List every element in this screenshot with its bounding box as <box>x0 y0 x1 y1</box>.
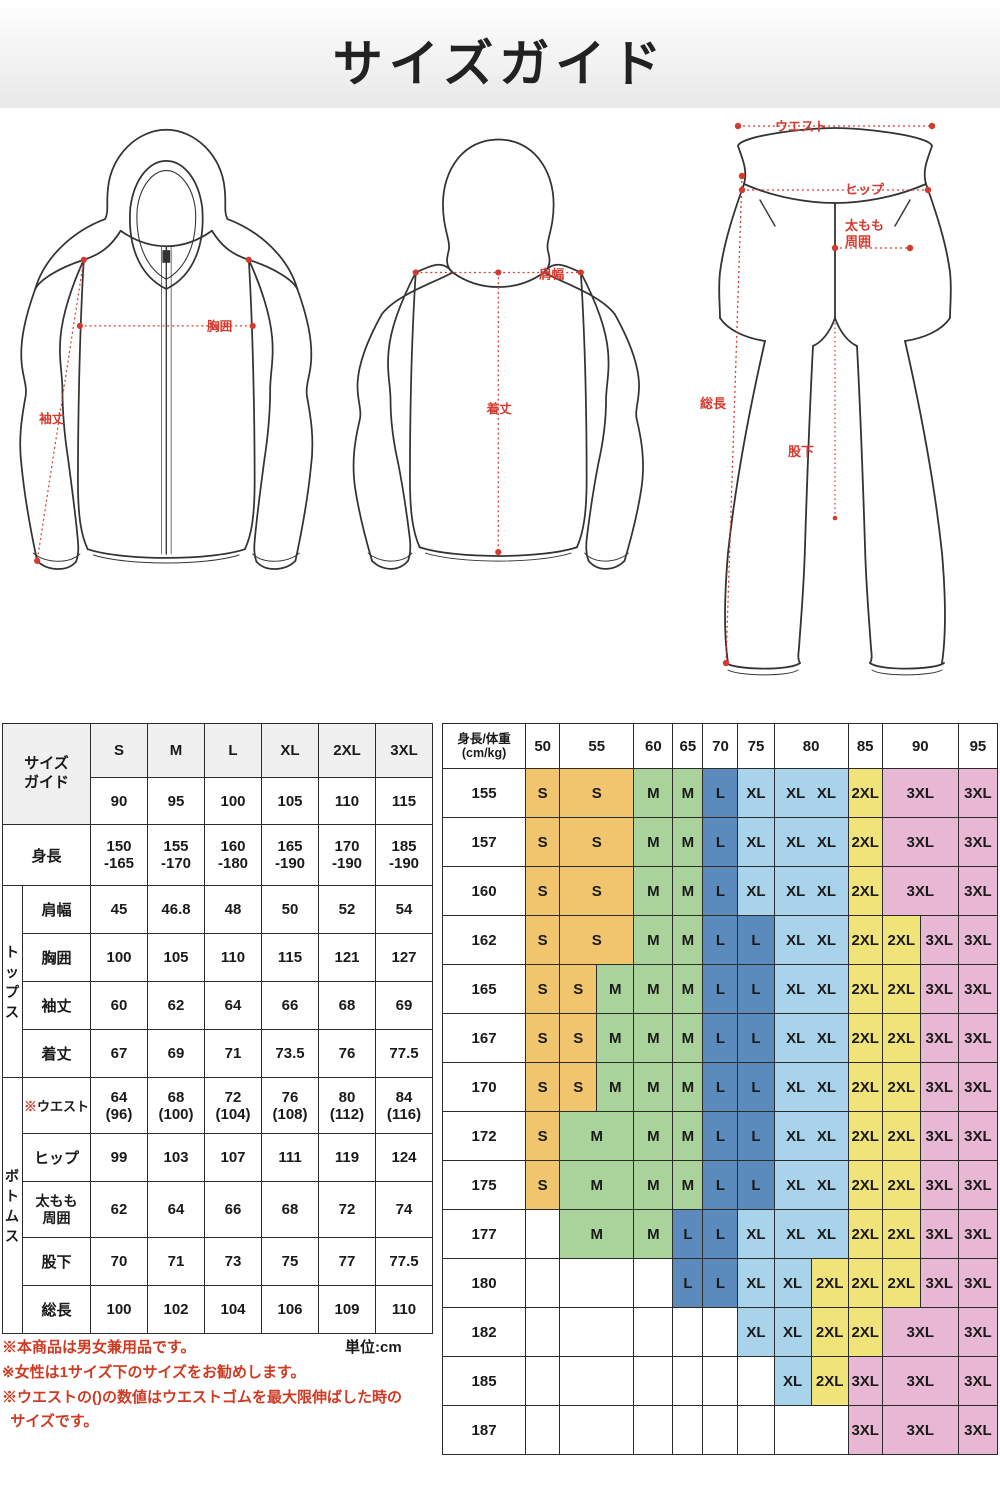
svg-text:ウエスト: ウエスト <box>775 119 827 134</box>
svg-text:肩幅: 肩幅 <box>539 266 565 281</box>
svg-text:着丈: 着丈 <box>486 401 513 416</box>
svg-text:袖丈: 袖丈 <box>39 411 65 426</box>
svg-text:総長: 総長 <box>700 396 727 411</box>
svg-text:周囲: 周囲 <box>845 234 871 249</box>
svg-text:胸囲: 胸囲 <box>207 319 232 334</box>
svg-text:股下: 股下 <box>788 444 814 459</box>
svg-text:太もも: 太もも <box>844 218 884 233</box>
svg-text:ヒップ: ヒップ <box>845 182 885 197</box>
